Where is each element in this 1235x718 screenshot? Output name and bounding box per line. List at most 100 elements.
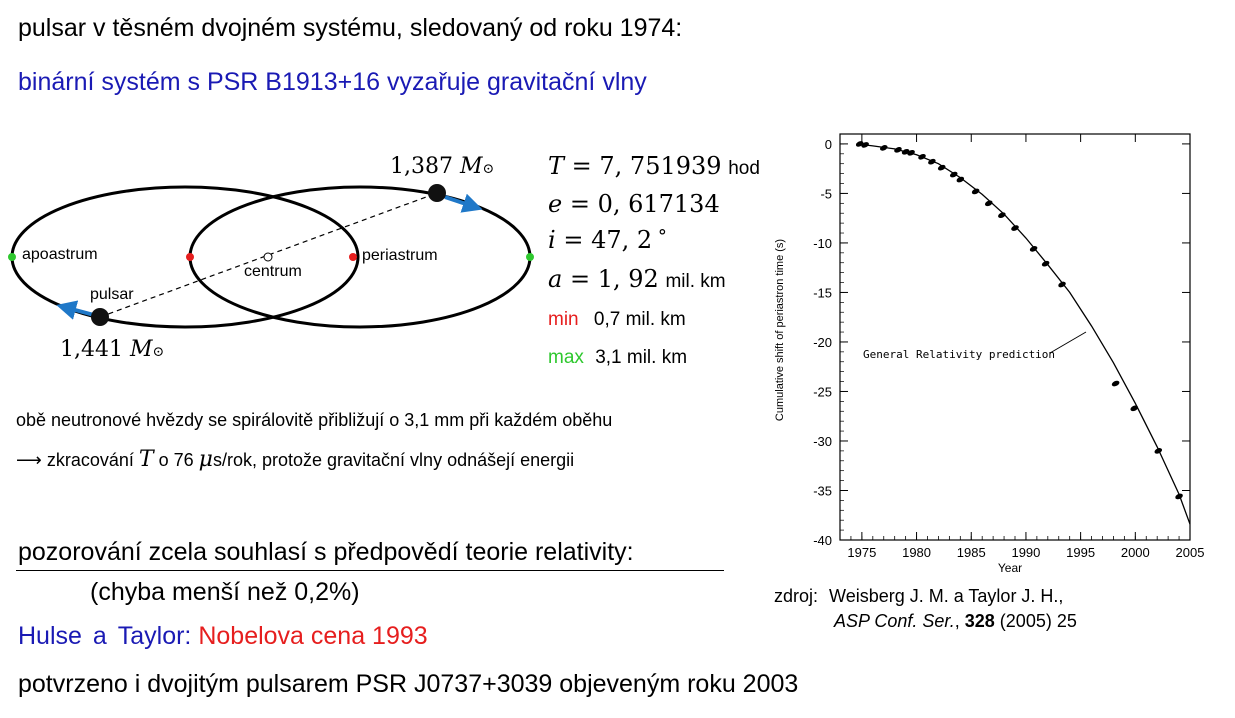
chart-x-axis-label: Year — [998, 561, 1022, 575]
param-semimajor-axis: a = 1, 92 mil. km — [548, 265, 726, 293]
eccentricity-value: 0, 617134 — [597, 190, 720, 218]
companion-star — [428, 184, 446, 202]
y-tick-label: -20 — [813, 335, 832, 350]
x-tick-label: 1985 — [957, 545, 986, 560]
mass-companion: 1,387 M⊙ — [390, 154, 494, 179]
degree-icon: ° — [652, 226, 667, 247]
max-value: 3,1 mil. km — [595, 347, 688, 368]
data-point — [907, 149, 915, 156]
data-point — [956, 176, 965, 183]
solar-mass-symbol: M — [129, 337, 153, 362]
solar-mass-symbol: M — [459, 154, 483, 179]
note-period-symbol: T — [138, 447, 154, 472]
conclusion-underline — [16, 570, 724, 571]
mass-pulsar: 1,441 M⊙ — [60, 337, 164, 362]
green-dot-right — [526, 253, 534, 261]
inclination-value: 47, 2 — [591, 226, 653, 254]
conclusion-error: (chyba menší než 0,2%) — [90, 578, 360, 606]
chart-annotation: General Relativity prediction — [863, 348, 1055, 361]
semimajor-symbol: a — [548, 265, 563, 293]
y-tick-label: -35 — [813, 483, 832, 498]
periastrum-dot — [349, 253, 357, 261]
data-point — [949, 171, 958, 178]
note-text-a: zkracování — [46, 450, 134, 470]
min-label: min — [548, 309, 579, 330]
pulsar-velocity-arrow — [56, 300, 95, 320]
plot-frame — [839, 133, 1191, 541]
nobel-line: Hulse a Taylor: Nobelova cena 1993 — [18, 622, 428, 651]
param-inclination: i = 47, 2 ° — [548, 226, 667, 254]
period-value: 7, 751939 — [599, 152, 722, 180]
note-spiral: obě neutronové hvězdy se spirálovitě při… — [16, 410, 613, 430]
annotation-pointer — [1049, 331, 1087, 354]
chart-points-group — [855, 141, 1183, 500]
x-tick-label: 2000 — [1121, 545, 1150, 560]
semimajor-unit: mil. km — [665, 271, 726, 292]
name-taylor: Taylor: — [117, 622, 192, 650]
x-tick-label: 1990 — [1011, 545, 1040, 560]
note-text-b: o 76 — [158, 450, 194, 470]
period-unit: hod — [728, 158, 760, 179]
note-period-decay: ⟶ zkracování T o 76 μs/rok, protože grav… — [16, 447, 574, 472]
x-tick-label: 1980 — [902, 545, 931, 560]
source-line-2: ASP Conf. Ser., 328 (2005) 25 — [834, 611, 1077, 631]
max-label: max — [548, 347, 584, 368]
sun-icon: ⊙ — [152, 344, 165, 360]
y-tick-label: 0 — [825, 137, 832, 152]
periastron-shift-chart: 1975 1980 1985 1990 1995 2000 2005 0 -5 -10 -15 -20… — [768, 120, 1214, 576]
data-point — [879, 145, 888, 151]
connecting-line — [99, 192, 438, 318]
eccentricity-symbol: e — [548, 190, 563, 218]
x-tick-label: 2005 — [1176, 545, 1205, 560]
param-max: max 3,1 mil. km — [548, 347, 687, 369]
param-min: min 0,7 mil. km — [548, 309, 686, 331]
mass-pulsar-value: 1,441 — [60, 337, 123, 362]
label-centrum: centrum — [244, 263, 302, 280]
mass-companion-value: 1,387 — [390, 154, 453, 179]
right-arrow-icon: ⟶ — [16, 450, 42, 470]
y-tick-label: -5 — [820, 186, 832, 201]
sun-icon: ⊙ — [482, 161, 495, 177]
red-dot-left — [186, 253, 194, 261]
data-point — [937, 164, 946, 171]
label-pulsar: pulsar — [90, 286, 134, 303]
data-point — [928, 158, 936, 165]
nobel-prize: Nobelova cena 1993 — [198, 622, 428, 650]
source-authors: Weisberg J. M. a Taylor J. H., — [829, 586, 1064, 606]
note-text-c: s/rok, protože gravitační vlny odnášejí … — [212, 450, 575, 470]
source-volume: 328 — [964, 611, 995, 631]
label-apoastrum: apoastrum — [22, 246, 98, 263]
gr-prediction-curve — [856, 143, 1191, 525]
chart-y-axis-label: Cumulative shift of periastron time (s) — [774, 239, 786, 421]
heading-line-1: pulsar v těsném dvojném systému, sledova… — [18, 14, 683, 42]
name-hulse: Hulse — [18, 622, 82, 650]
data-point — [861, 142, 869, 148]
y-tick-label: -30 — [813, 434, 832, 449]
pulsar-star — [91, 308, 109, 326]
min-value: 0,7 mil. km — [593, 309, 686, 330]
label-periastrum: periastrum — [362, 247, 438, 264]
inclination-symbol: i — [548, 226, 556, 254]
companion-velocity-arrow — [444, 193, 483, 213]
data-point — [1175, 493, 1183, 500]
data-point — [1111, 380, 1120, 387]
data-point — [894, 147, 902, 153]
confirmation-line: potvrzeno i dvojitým pulsarem PSR J0737+… — [18, 670, 799, 698]
data-point — [1058, 281, 1066, 288]
param-eccentricity: e = 0, 617134 — [548, 190, 720, 218]
companion-orbit — [188, 185, 532, 329]
data-point — [984, 200, 993, 207]
source-rest: (2005) 25 — [999, 611, 1077, 631]
apoastrum-dot — [8, 253, 16, 261]
y-tick-label: -15 — [813, 285, 832, 300]
data-point — [1029, 246, 1038, 252]
chart-axes: 1975 1980 1985 1990 1995 2000 2005 0 -5 -10 -15 -20… — [813, 133, 1205, 560]
chart-curve-group — [856, 143, 1191, 525]
data-point — [998, 212, 1006, 219]
data-point — [971, 188, 980, 195]
source-label: zdroj: — [774, 586, 819, 606]
data-point — [1011, 225, 1019, 231]
semimajor-value: 1, 92 — [597, 265, 659, 293]
param-period: T = 7, 751939 hod — [548, 152, 760, 180]
y-tick-label: -40 — [813, 533, 832, 548]
